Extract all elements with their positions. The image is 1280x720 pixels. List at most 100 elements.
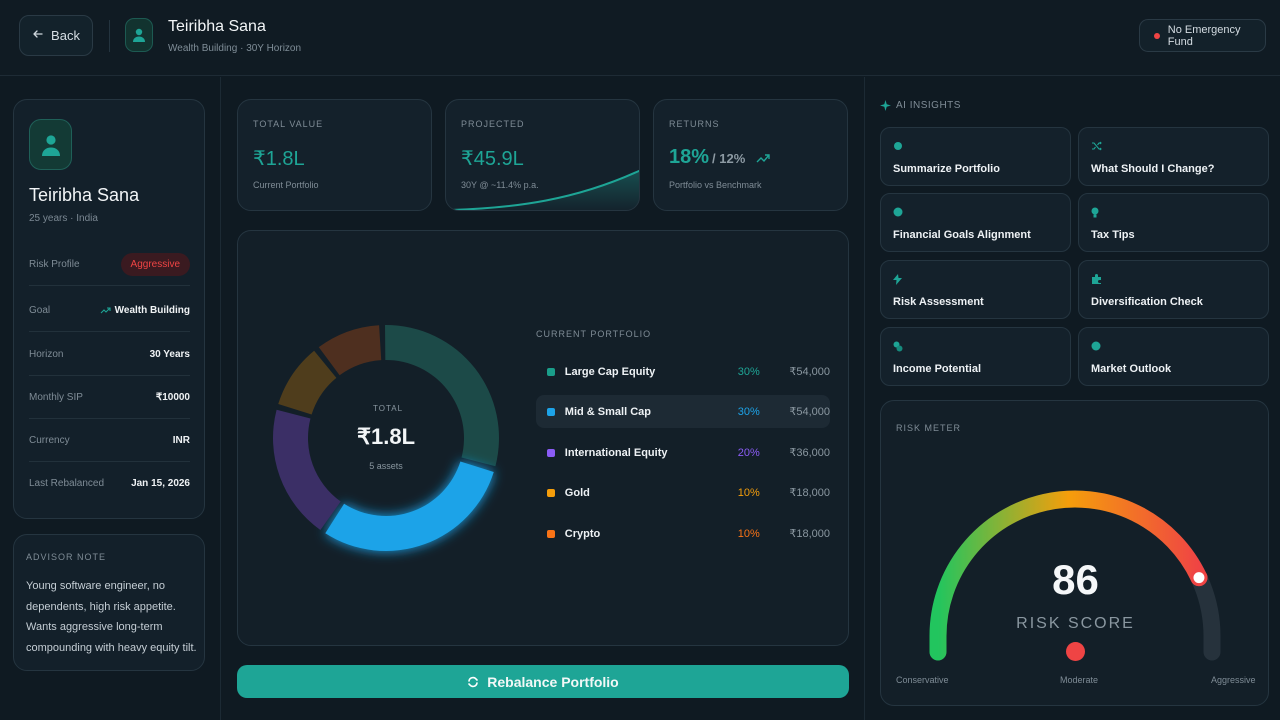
ai-card-summarize[interactable]: Summarize Portfolio (880, 127, 1071, 186)
holding-row[interactable]: Mid & Small Cap 30% ₹54,000 (536, 395, 830, 428)
holding-name: Mid & Small Cap (564, 405, 651, 418)
shuffle-icon (1092, 141, 1102, 151)
risk-score-value: 86 (1052, 556, 1099, 603)
benchmark-value: / 12% (712, 151, 746, 166)
holding-amount: ₹18,000 (789, 528, 830, 540)
stat-sub: 30Y @ ~11.4% p.a. (461, 180, 539, 190)
right-column-divider (864, 77, 865, 720)
legend-swatch (547, 529, 555, 538)
row-label: Currency (29, 434, 70, 446)
risk-indicator-dot (1066, 642, 1085, 661)
stat-label: RETURNS (669, 119, 720, 129)
row-value: Jan 15, 2026 (131, 478, 190, 489)
goal-value: Wealth Building (114, 304, 190, 316)
donut-asset-count: 5 assets (369, 461, 403, 471)
ai-card-goals[interactable]: Financial Goals Alignment (880, 193, 1071, 252)
holding-amount: ₹54,000 (789, 406, 830, 418)
left-column-divider (220, 77, 221, 720)
person-icon (133, 28, 145, 42)
holding-pct: 10% (737, 486, 760, 499)
projection-sparkline (450, 169, 639, 210)
returns-card: RETURNS 18%/ 12% Portfolio vs Benchmark (653, 99, 848, 211)
gauge-high-label: Aggressive (1211, 675, 1256, 685)
donut-segment[interactable] (385, 325, 500, 467)
stat-value: 18%/ 12% (669, 146, 770, 169)
ai-card-diversification[interactable]: Diversification Check (1078, 260, 1269, 319)
avatar (125, 18, 153, 52)
stat-sub: Portfolio vs Benchmark (669, 180, 762, 190)
donut-total-label: TOTAL (373, 404, 404, 413)
profile-row-sip: Monthly SIP ₹10000 (29, 376, 190, 419)
arrow-left-icon (32, 28, 44, 43)
back-button[interactable]: Back (19, 15, 93, 56)
ai-card-label: Diversification Check (1091, 296, 1203, 308)
gauge-low-label: Conservative (896, 675, 949, 685)
ai-card-label: Market Outlook (1091, 363, 1172, 375)
row-label: Risk Profile (29, 258, 80, 270)
donut-total-value: ₹1.8L (356, 424, 416, 449)
risk-meter-card: RISK METER 86 RISK SCORE Conservative Mo… (880, 400, 1269, 706)
ai-card-market[interactable]: Market Outlook (1078, 327, 1269, 386)
ai-insights-label: AI INSIGHTS (896, 100, 961, 111)
holding-name: Large Cap Equity (564, 365, 656, 378)
client-subtitle: Wealth Building · 30Y Horizon (168, 43, 302, 54)
holding-pct: 20% (737, 446, 760, 459)
profile-row-risk: Risk Profile Aggressive (29, 243, 190, 286)
holding-row[interactable]: Crypto 10% ₹18,000 (536, 517, 830, 550)
row-value: ₹10000 (155, 391, 190, 403)
profile-row-rebalanced: Last Rebalanced Jan 15, 2026 (29, 462, 190, 505)
donut-segment[interactable] (273, 409, 341, 530)
ai-card-income[interactable]: Income Potential (880, 327, 1071, 386)
ai-card-label: Risk Assessment (893, 296, 984, 308)
target-icon (893, 207, 903, 217)
total-value-card: TOTAL VALUE ₹1.8L Current Portfolio (237, 99, 432, 211)
holding-row[interactable]: Gold 10% ₹18,000 (536, 476, 830, 509)
holding-amount: ₹36,000 (789, 447, 830, 459)
ai-insights-title: AI INSIGHTS (880, 100, 961, 111)
divider (109, 20, 110, 52)
holding-pct: 30% (737, 365, 760, 378)
risk-meter-title: RISK METER (896, 423, 962, 433)
risk-profile-badge: Aggressive (120, 252, 190, 276)
profile-name: Teiribha Sana (29, 185, 140, 205)
donut-segment[interactable] (325, 461, 494, 551)
legend-swatch (547, 367, 555, 376)
holding-name: Crypto (564, 527, 601, 540)
ai-card-change[interactable]: What Should I Change? (1078, 127, 1269, 186)
emergency-fund-alert[interactable]: No Emergency Fund (1139, 19, 1266, 52)
stat-value: ₹1.8L (253, 148, 305, 170)
profile-subtitle: 25 years · India (29, 213, 98, 224)
donut-segment[interactable] (318, 325, 382, 376)
alert-dot-icon (1154, 32, 1160, 39)
ai-card-label: What Should I Change? (1091, 163, 1215, 175)
holding-amount: ₹54,000 (789, 366, 830, 378)
returns-value: 18% (669, 146, 710, 168)
lightbulb-icon (1091, 207, 1099, 218)
sparkle-icon (880, 100, 891, 111)
holding-row[interactable]: Large Cap Equity 30% ₹54,000 (536, 355, 830, 388)
top-bar: Back Teiribha Sana Wealth Building · 30Y… (0, 0, 1280, 76)
puzzle-icon (1092, 274, 1101, 284)
ai-card-label: Tax Tips (1091, 229, 1135, 241)
profile-card: Teiribha Sana 25 years · India Risk Prof… (13, 99, 205, 519)
holding-amount: ₹18,000 (789, 487, 830, 499)
advisor-note-text: Young software engineer, no dependents, … (26, 580, 197, 654)
row-label: Last Rebalanced (29, 478, 105, 489)
donut-segment[interactable] (278, 350, 337, 415)
ai-card-risk[interactable]: Risk Assessment (880, 260, 1071, 319)
row-value: 30 Years (149, 348, 190, 360)
profile-avatar (29, 119, 72, 170)
client-name: Teiribha Sana (168, 18, 266, 35)
holding-row[interactable]: International Equity 20% ₹36,000 (536, 436, 830, 469)
ai-card-tax[interactable]: Tax Tips (1078, 193, 1269, 252)
holding-name: International Equity (564, 446, 668, 459)
allocation-donut-chart (273, 325, 500, 551)
alert-label: No Emergency Fund (1167, 23, 1241, 48)
ai-card-label: Financial Goals Alignment (893, 229, 1031, 241)
rebalance-button[interactable]: Rebalance Portfolio (237, 665, 849, 698)
gauge-knob (1190, 569, 1208, 587)
coins-icon (893, 341, 903, 352)
row-value: Wealth Building (100, 305, 190, 316)
legend-swatch (547, 407, 555, 416)
legend-swatch (547, 488, 555, 497)
